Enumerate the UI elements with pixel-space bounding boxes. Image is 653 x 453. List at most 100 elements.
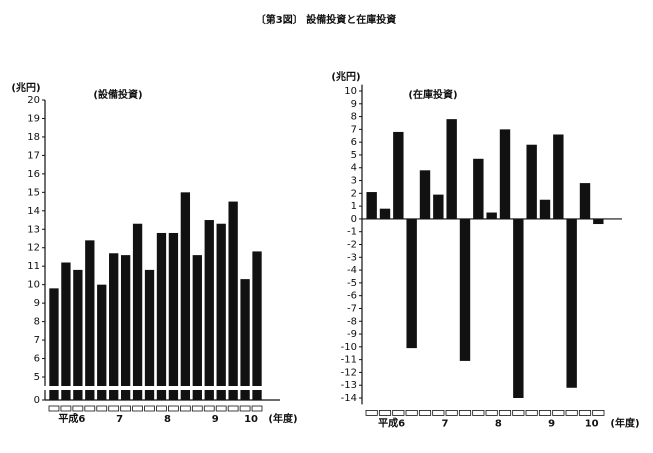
y-tick-label: -14 — [341, 393, 357, 404]
bar — [419, 170, 431, 219]
axis-break — [44, 386, 281, 390]
y-tick-label: 5 — [34, 372, 40, 383]
quarter-box — [445, 409, 458, 416]
quarter-box — [472, 409, 485, 416]
bar — [406, 218, 417, 349]
bar — [132, 223, 143, 400]
quarter-box — [168, 405, 179, 412]
x-tick-label: 9 — [548, 418, 555, 429]
quarter-box — [108, 405, 120, 412]
y-tick-label: 6 — [351, 137, 357, 148]
quarter-box — [565, 409, 578, 416]
bar — [252, 251, 262, 400]
bar — [393, 131, 404, 219]
quarter-box — [512, 409, 525, 416]
bar — [526, 144, 537, 219]
bar — [366, 192, 377, 219]
bar — [240, 279, 250, 400]
y-tick-label: 19 — [27, 113, 40, 124]
y-tick-label: -11 — [341, 355, 357, 366]
y-tick-label: -1 — [347, 227, 357, 238]
y-unit: (兆円) — [11, 81, 40, 94]
bar — [228, 201, 238, 400]
x-tick-label: 平成6 — [58, 412, 85, 425]
y-tick-label: -6 — [347, 291, 357, 302]
x-tick-label: 7 — [442, 418, 449, 429]
bar — [180, 192, 191, 400]
chart-subtitle: (設備投資) — [93, 88, 142, 101]
quarter-box — [418, 409, 432, 416]
bar — [579, 183, 591, 219]
quarter-box — [120, 405, 132, 412]
y-tick-label: 13 — [27, 224, 40, 235]
bar — [120, 255, 131, 400]
bar — [513, 218, 524, 399]
bar — [61, 262, 71, 400]
y-tick-label: 0 — [351, 214, 357, 225]
y-tick-label: 6 — [34, 354, 40, 365]
bar — [566, 218, 577, 388]
bar — [593, 218, 604, 225]
quarter-box — [72, 405, 84, 412]
y-tick-label: 20 — [27, 95, 40, 106]
quarter-box — [60, 405, 72, 412]
y-tick-label: 10 — [27, 280, 40, 291]
bar — [156, 232, 167, 400]
y-tick-label: -9 — [347, 329, 357, 340]
bar — [204, 220, 214, 400]
quarter-box — [485, 409, 498, 416]
quarter-box — [156, 405, 167, 412]
bar — [379, 208, 391, 219]
quarter-box — [432, 409, 445, 416]
quarter-box — [96, 405, 108, 412]
y-tick-label: 9 — [34, 298, 40, 309]
bar — [473, 158, 484, 219]
y-tick-label: 17 — [27, 150, 40, 161]
y-tick-label: 10 — [344, 86, 357, 97]
quarter-box — [538, 409, 552, 416]
y-tick-label: -12 — [341, 367, 357, 378]
quarter-box — [378, 409, 392, 416]
y-unit: (兆円) — [331, 70, 360, 83]
y-tick-label: 3 — [351, 176, 357, 187]
y-tick-label: -8 — [347, 316, 357, 327]
bar — [144, 269, 155, 400]
bar — [97, 284, 107, 400]
y-tick-label: 1 — [351, 201, 357, 212]
y-tick-label: 0 — [34, 395, 40, 406]
quarter-box — [405, 409, 418, 416]
quarter-box — [592, 409, 605, 416]
bar — [499, 129, 511, 219]
y-tick-label: 15 — [27, 187, 40, 198]
y-tick-label: 18 — [27, 132, 40, 143]
bar — [73, 269, 83, 400]
y-tick-label: 8 — [34, 317, 40, 328]
quarter-box — [144, 405, 155, 412]
bar — [446, 119, 457, 219]
chart-subtitle: (在庫投資) — [408, 88, 457, 101]
y-tick-label: 2 — [351, 188, 357, 199]
x-tick-label: 10 — [585, 418, 599, 429]
y-tick-label: -13 — [341, 380, 357, 391]
bar — [109, 253, 119, 400]
quarter-box — [251, 405, 263, 412]
bar — [49, 288, 59, 400]
y-tick-label: -7 — [347, 303, 357, 314]
y-tick-label: 11 — [27, 261, 40, 272]
quarter-box — [552, 409, 565, 416]
x-axis-label: (年度) — [268, 412, 297, 425]
x-tick-label: 8 — [164, 414, 171, 425]
bar — [553, 134, 564, 219]
bar — [168, 232, 179, 400]
x-tick-label: 8 — [495, 418, 502, 429]
quarter-box — [84, 405, 96, 412]
quarter-box — [578, 409, 592, 416]
quarter-box — [132, 405, 143, 412]
figure-title: 〔第3図〕 設備投資と在庫投資 — [256, 13, 396, 26]
x-axis-label: (年度) — [610, 416, 639, 429]
y-tick-label: 9 — [351, 99, 357, 110]
x-tick-label: 平成6 — [378, 416, 405, 429]
quarter-box — [179, 405, 191, 412]
quarter-box — [458, 409, 472, 416]
